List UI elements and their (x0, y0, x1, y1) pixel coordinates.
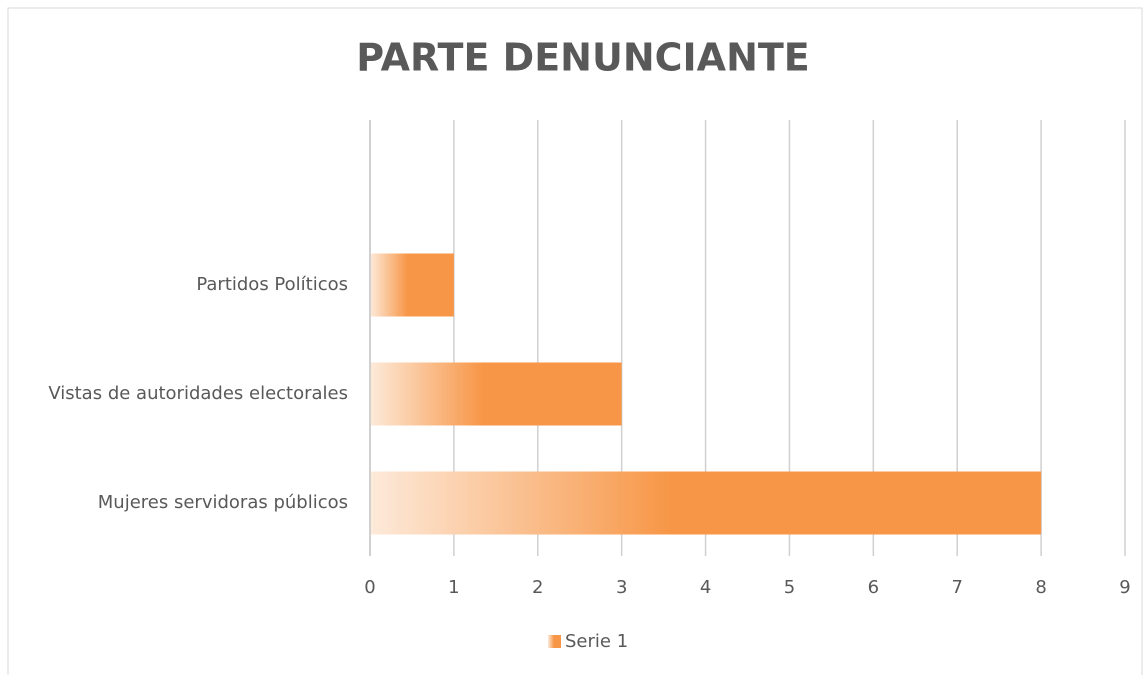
bar (370, 253, 454, 317)
bar (370, 362, 622, 426)
x-tick-label: 9 (1119, 577, 1130, 598)
x-tick-label: 4 (700, 577, 711, 598)
x-tick-label: 1 (448, 577, 459, 598)
x-tick-label: 8 (1035, 577, 1046, 598)
y-tick-label: Partidos Políticos (196, 274, 348, 295)
x-tick-label: 5 (784, 577, 795, 598)
y-tick-label: Mujeres servidoras públicos (98, 492, 348, 513)
x-tick-label: 0 (364, 577, 375, 598)
legend-label: Serie 1 (565, 631, 628, 652)
x-tick-label: 2 (532, 577, 543, 598)
x-tick-label: 6 (868, 577, 879, 598)
legend-swatch (548, 635, 561, 648)
chart-frame (7, 7, 1143, 675)
bar (370, 471, 1042, 535)
chart-title: PARTE DENUNCIANTE (356, 36, 810, 80)
x-tick-label: 7 (951, 577, 962, 598)
x-tick-label: 3 (616, 577, 627, 598)
y-tick-label: Vistas de autoridades electorales (48, 383, 348, 404)
